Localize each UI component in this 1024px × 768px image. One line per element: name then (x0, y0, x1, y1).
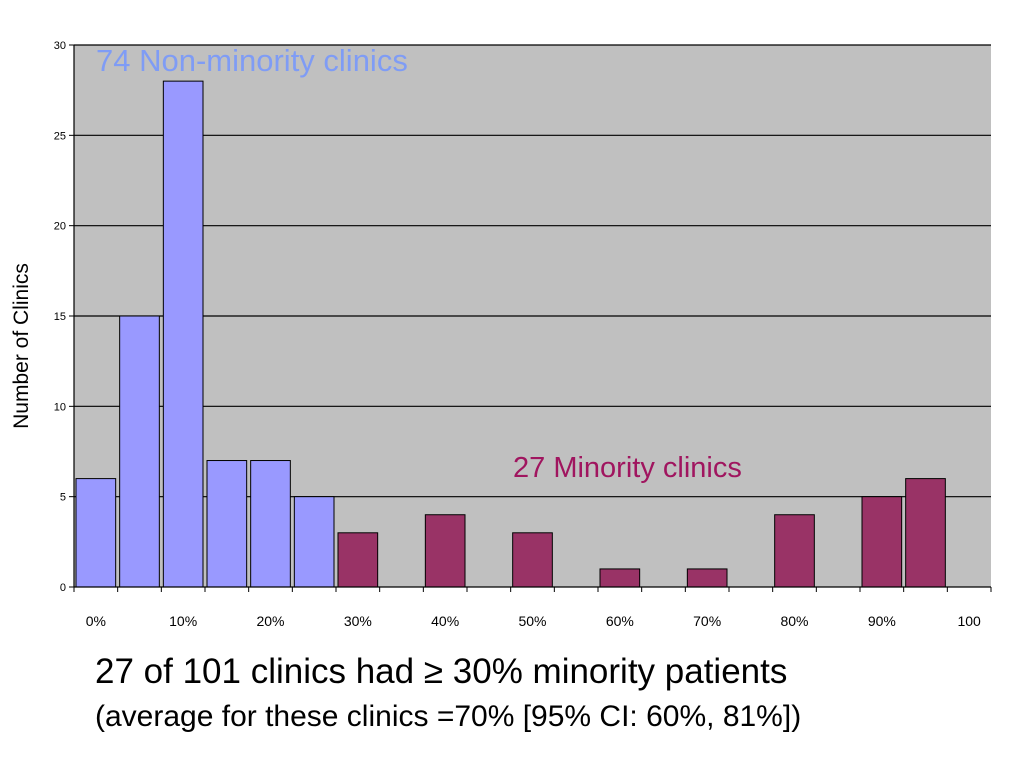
y-tick-label: 5 (60, 492, 66, 504)
bar-minority-30-35% (337, 532, 379, 588)
y-tick-labels: 0 5 10 15 20 25 30 (54, 40, 66, 594)
bar-non-minority-15-20% (206, 460, 248, 588)
x-tick-label: 10% (169, 613, 197, 629)
y-axis-label: Number of Clinics (10, 263, 33, 429)
x-tick-label: 60% (606, 613, 634, 629)
bar-minority-90-95% (861, 496, 903, 588)
x-tick-labels: 0% 10% 20% 30% 40% 50% 60% 70% 80% 90% 100 (86, 613, 981, 629)
bar-non-minority-0-5% (75, 478, 117, 588)
x-tick-label: 40% (431, 613, 459, 629)
x-tick-label: 70% (693, 613, 721, 629)
x-tick-label: 50% (518, 613, 546, 629)
bars (75, 80, 946, 588)
axes (69, 44, 992, 592)
x-tick-label: 90% (868, 613, 896, 629)
bar-minority-50-55% (512, 532, 553, 588)
x-tick-label: 30% (344, 613, 372, 629)
bar-non-minority-10-15% (162, 80, 204, 588)
y-tick-label: 25 (54, 130, 66, 142)
caption-main: 27 of 101 clinics had ≥ 30% minority pat… (95, 652, 788, 691)
bar-minority-40-45% (424, 514, 466, 588)
x-tick-label: 80% (780, 613, 808, 629)
x-tick-label: 100 (957, 613, 981, 629)
bar-minority-60-65% (599, 568, 641, 588)
bar-non-minority-20-25% (250, 460, 291, 588)
y-tick-label: 10 (54, 401, 66, 413)
minority-annotation: 27 Minority clinics (513, 452, 742, 484)
bar-minority-80-85% (774, 514, 815, 588)
caption-sub: (average for these clinics =70% [95% CI:… (95, 700, 802, 733)
bar-non-minority-5-10% (119, 315, 160, 588)
y-tick-label: 20 (54, 221, 66, 233)
bar-non-minority-25-30% (293, 496, 335, 588)
non-minority-annotation: 74 Non-minority clinics (96, 43, 408, 78)
y-tick-label: 0 (60, 582, 66, 594)
x-tick-label: 0% (86, 613, 106, 629)
histogram-chart: 0 5 10 15 20 25 30 0% 10% 20% 30% 40% 50% 60% 70% 80% 9… (54, 40, 992, 629)
y-tick-label: 15 (54, 311, 66, 323)
bar-minority-70-75% (686, 568, 728, 588)
x-tick-label: 20% (256, 613, 284, 629)
bar-minority-95-100% (905, 478, 946, 588)
y-tick-label: 30 (54, 40, 66, 52)
